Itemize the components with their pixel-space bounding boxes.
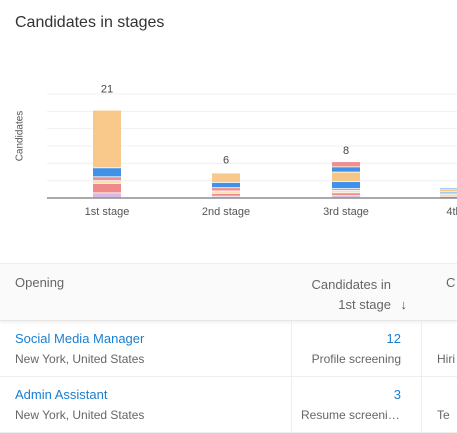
candidate-count-link[interactable]: 12 [386,331,401,346]
opening-location: New York, United States [15,352,145,366]
x-tick-label: 4th [446,206,457,218]
bar-segment [440,188,457,190]
bar-segment [212,191,240,193]
bar-segment [440,193,457,194]
candidate-count-link[interactable]: 3 [393,387,401,402]
bar-segment [93,180,121,184]
bar-segment [332,167,360,172]
column-header-candidates-line1: Candidates in [311,277,392,292]
stage-name: Profile screening [311,352,401,366]
next-stage-name: Hiri [437,352,455,366]
bar-segment [212,196,240,198]
x-tick-label: 1st stage [85,206,130,218]
page-title: Candidates in stages [15,14,165,31]
opening-location: New York, United States [15,408,145,422]
column-header-candidates-line2: 1st stage [338,297,391,312]
table-row: Social Media Manager New York, United St… [0,321,457,377]
bar-segment [212,188,240,191]
bar-segment [93,177,121,181]
next-stage-cell: Hiri [421,321,457,376]
column-header-next[interactable]: C [446,275,456,290]
arrow-down-icon[interactable]: ↓ [400,297,408,312]
chart-grid [47,93,457,182]
bar-segment [440,191,457,193]
bar-segment [212,193,240,196]
next-stage-cell: Te [421,377,457,432]
bar-segment [332,196,360,198]
table-header: Opening Candidates in 1st stage ↓ C [0,264,457,321]
bar-segment [440,194,457,195]
bar-total-label: 21 [101,84,113,96]
bar-segment [93,168,121,177]
bar-segment [332,190,360,193]
opening-title-link[interactable]: Social Media Manager [15,331,145,346]
bar-segment [440,195,457,197]
bar-segment [332,189,360,191]
opening-title-link[interactable]: Admin Assistant [15,387,108,402]
column-header-opening[interactable]: Opening [15,275,65,290]
bar-segment [332,162,360,167]
bar-segment [93,183,121,193]
candidates-cell: 3 Resume screening [291,377,422,432]
bar-segment [440,197,457,198]
stacked-bar-chart: 1st stage 21 2nd stage 6 3rd stage 8 4th [47,84,457,218]
bar-total-label: 6 [223,155,229,167]
column-header-candidates[interactable]: Candidates in 1st stage ↓ [281,275,408,315]
x-tick-label: 3rd stage [323,206,369,218]
bar-segment [93,110,121,168]
next-stage-name: Te [437,408,450,422]
bar-segment [332,193,360,196]
candidates-cell: 12 Profile screening [291,321,422,376]
bar-segment [332,172,360,182]
bar-segment [212,173,240,183]
stage-name: Resume screening [301,408,401,422]
bar-total-label: 8 [343,145,349,157]
bar-segment [440,189,457,192]
bar-segment [332,181,360,189]
chart-labels: 1st stage 21 2nd stage 6 3rd stage 8 4th [85,84,457,218]
table-row: Admin Assistant New York, United States … [0,377,457,433]
bar-segment [212,182,240,188]
x-tick-label: 2nd stage [202,206,250,218]
bar-segment [93,193,121,198]
openings-table: Opening Candidates in 1st stage ↓ C Soci… [0,263,457,433]
chart-bars [93,110,457,198]
